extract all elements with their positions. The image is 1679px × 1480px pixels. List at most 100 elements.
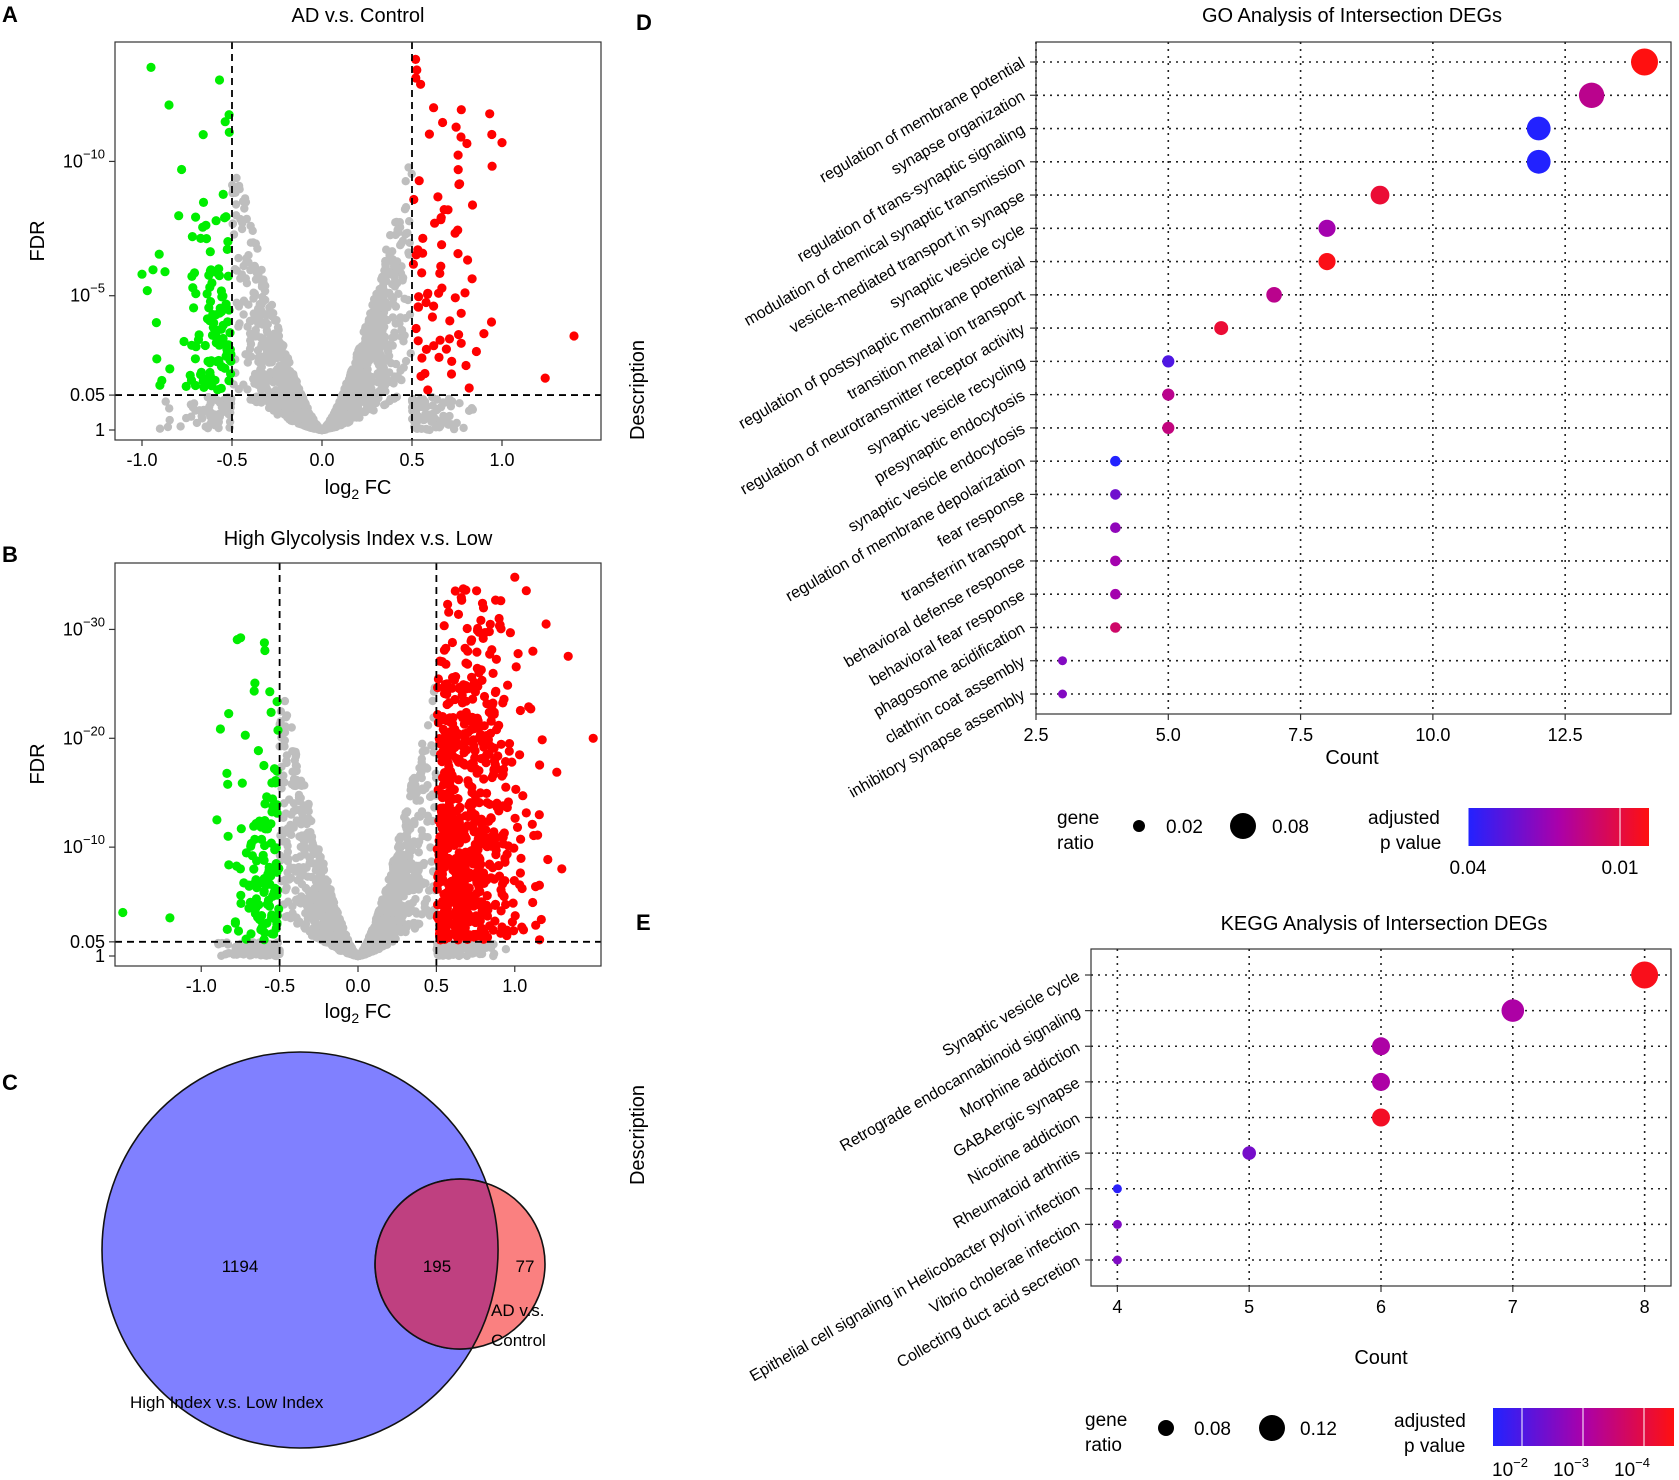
up-point — [470, 746, 480, 756]
ns-point — [249, 294, 258, 303]
ns-point — [305, 410, 314, 419]
up-point — [439, 645, 449, 655]
up-point — [446, 369, 457, 379]
dot — [1370, 185, 1390, 205]
ns-point — [345, 402, 354, 411]
ns-point — [292, 818, 302, 827]
up-point — [501, 899, 511, 910]
up-point — [482, 891, 492, 901]
ns-point — [246, 352, 256, 361]
up-point — [470, 839, 480, 849]
ns-point — [415, 770, 425, 779]
volcano-a-title: AD v.s. Control — [292, 5, 425, 27]
up-point — [496, 739, 506, 749]
kegg-dots — [1112, 961, 1659, 1265]
up-point — [447, 637, 457, 648]
ns-point — [287, 723, 296, 732]
ns-point — [280, 696, 290, 706]
ns-point — [236, 274, 245, 283]
down-point — [249, 864, 259, 874]
up-point — [451, 122, 461, 132]
down-point — [259, 935, 269, 945]
up-point — [417, 268, 427, 278]
ns-point — [368, 925, 377, 935]
ns-point — [258, 297, 267, 307]
dot — [1110, 555, 1121, 567]
up-point — [498, 698, 508, 708]
up-point — [476, 615, 486, 626]
ns-point — [383, 347, 393, 356]
down-point — [205, 266, 215, 276]
ns-point — [268, 312, 277, 321]
dot — [1110, 489, 1121, 500]
ns-point — [280, 778, 289, 787]
down-point — [213, 385, 223, 395]
ns-point — [374, 916, 383, 925]
ns-point — [417, 807, 427, 816]
ns-point — [286, 873, 296, 883]
up-point — [498, 839, 508, 849]
up-point — [435, 335, 445, 345]
ns-point — [418, 747, 427, 756]
panel-label-d: D — [636, 10, 652, 35]
up-point — [462, 138, 472, 149]
ns-point — [360, 340, 370, 350]
up-point — [453, 150, 463, 160]
up-point — [459, 876, 469, 886]
ns-point — [381, 400, 390, 409]
up-point — [468, 799, 478, 809]
up-point — [458, 906, 468, 916]
up-point — [496, 885, 506, 895]
ns-point — [423, 833, 432, 842]
up-point — [552, 767, 562, 777]
kegg-legend-size-title-2: ratio — [1085, 1435, 1122, 1456]
ns-point — [155, 424, 165, 433]
up-point — [463, 727, 473, 738]
up-point — [501, 782, 511, 792]
venn-intersection — [374, 1178, 499, 1350]
up-point — [462, 623, 472, 634]
down-point — [222, 768, 232, 779]
ns-point — [340, 384, 349, 393]
y-tick-label: 1 — [95, 420, 105, 440]
ns-point — [455, 399, 464, 408]
up-point — [442, 753, 452, 764]
up-point — [433, 683, 443, 693]
x-tick-label: 0.0 — [345, 976, 370, 996]
ns-point — [389, 867, 399, 876]
ns-point — [401, 230, 410, 239]
ns-point — [423, 906, 432, 915]
dot — [1372, 1037, 1390, 1056]
down-point — [165, 364, 175, 374]
ns-point — [319, 914, 328, 923]
up-point — [491, 840, 501, 851]
up-point — [453, 165, 463, 175]
ns-point — [239, 261, 248, 271]
ns-point — [234, 253, 243, 263]
up-point — [461, 658, 471, 668]
up-point — [496, 624, 506, 634]
y-tick-label: 10−10 — [63, 146, 105, 171]
volcano-plot-a: AD v.s. Control -1.0 -0.5 0.0 0.5 1.0 10.051… — [27, 5, 602, 502]
up-point — [449, 675, 459, 685]
ns-point — [291, 761, 301, 770]
ns-point — [393, 843, 403, 852]
volcano-b-x-axis: -1.0 -0.5 0.0 0.5 1.0 — [186, 966, 527, 996]
ns-point — [481, 943, 491, 952]
ns-point — [501, 945, 511, 954]
ns-point — [378, 282, 388, 291]
up-point — [453, 249, 463, 259]
dot — [1631, 961, 1659, 989]
ns-point — [258, 278, 267, 287]
ns-point — [397, 901, 406, 910]
up-point — [453, 225, 463, 235]
ns-point — [404, 248, 413, 257]
up-point — [535, 935, 545, 945]
up-point — [479, 691, 490, 702]
ns-point — [291, 886, 300, 895]
volcano-a-x-axis: -1.0 -0.5 0.0 0.5 1.0 — [126, 440, 515, 470]
up-point — [466, 806, 476, 816]
up-point — [501, 757, 511, 767]
up-point — [432, 884, 442, 894]
ns-point — [331, 931, 340, 940]
